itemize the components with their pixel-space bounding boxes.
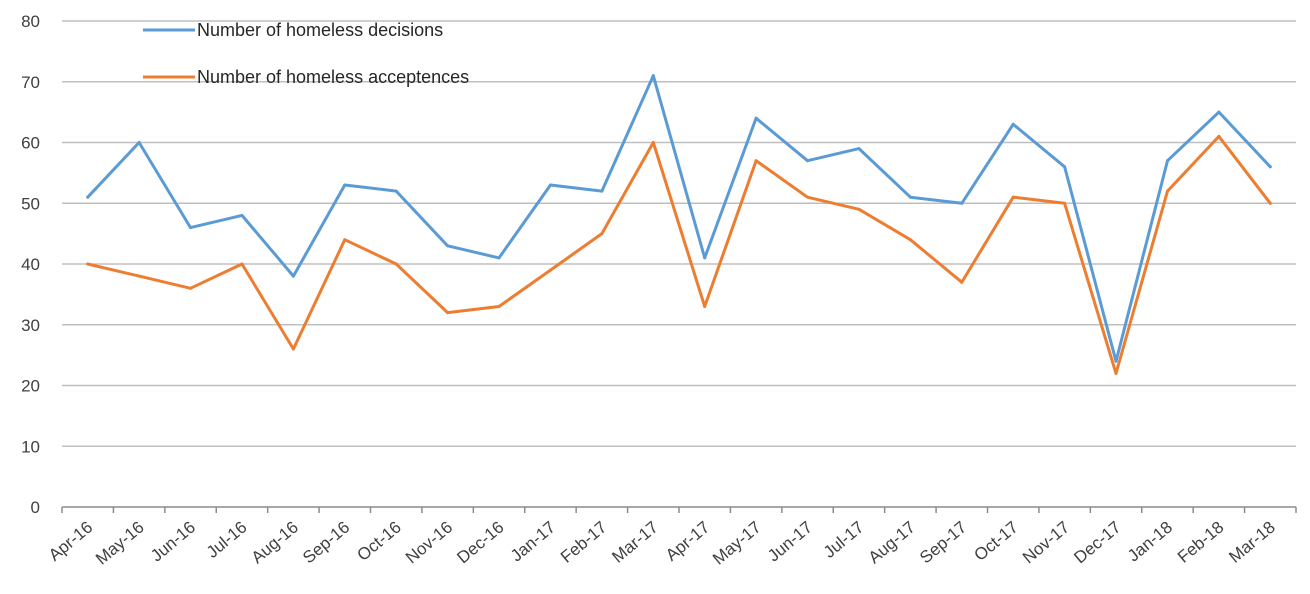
data-point — [960, 201, 964, 205]
x-tick-label: Dec-17 — [1070, 518, 1124, 568]
data-point — [1165, 159, 1169, 163]
data-point — [600, 232, 604, 236]
x-axis — [61, 506, 1297, 513]
data-point — [86, 262, 90, 266]
data-point — [291, 347, 295, 351]
data-point — [189, 286, 193, 290]
data-point — [394, 262, 398, 266]
x-tick-label: Oct-16 — [353, 518, 404, 565]
x-tick-label: Jun-17 — [764, 518, 816, 566]
x-tick-label: Sep-17 — [916, 518, 970, 568]
x-tick-label: Apr-17 — [662, 518, 713, 565]
data-point — [240, 262, 244, 266]
x-tick-label: Aug-16 — [248, 518, 302, 568]
series-lines — [86, 74, 1272, 375]
x-tick-label: Dec-16 — [453, 518, 507, 568]
x-tick-label: Aug-17 — [865, 518, 919, 568]
data-point — [1114, 371, 1118, 375]
data-point — [703, 256, 707, 260]
x-tick-label: Jan-18 — [1124, 518, 1176, 566]
data-point — [908, 238, 912, 242]
data-point — [806, 159, 810, 163]
data-point — [1268, 201, 1272, 205]
data-point — [1114, 359, 1118, 363]
x-tick-label: Feb-18 — [1174, 518, 1227, 567]
data-point — [754, 159, 758, 163]
data-point — [189, 226, 193, 230]
series-line-0 — [86, 74, 1272, 363]
x-tick-label: Apr-16 — [45, 518, 96, 565]
data-point — [548, 268, 552, 272]
x-tick-label: Mar-18 — [1225, 518, 1278, 567]
data-point — [651, 74, 655, 78]
x-tick-label: Jan-17 — [507, 518, 559, 566]
data-point — [1011, 122, 1015, 126]
data-point — [497, 305, 501, 309]
data-point — [600, 189, 604, 193]
data-point — [497, 256, 501, 260]
x-tick-label: Oct-17 — [970, 518, 1021, 565]
x-tick-label: Feb-17 — [557, 518, 610, 567]
y-tick-label: 10 — [21, 437, 40, 456]
data-point — [446, 244, 450, 248]
data-point — [291, 274, 295, 278]
data-point — [137, 141, 141, 144]
data-point — [394, 189, 398, 193]
data-point — [806, 195, 810, 199]
data-point — [703, 305, 707, 309]
x-tick-label: Jul-16 — [203, 518, 251, 562]
y-tick-label: 40 — [21, 255, 40, 274]
x-tick-label: Sep-16 — [299, 518, 353, 568]
y-tick-label: 30 — [21, 316, 40, 335]
legend: Number of homeless decisions Number of ho… — [143, 20, 469, 87]
data-point — [1063, 165, 1067, 169]
x-tick-label: May-17 — [709, 518, 765, 569]
y-tick-label: 80 — [21, 12, 40, 31]
data-point — [343, 238, 347, 242]
y-axis-ticks: 0 10 20 30 40 50 60 70 80 — [21, 12, 40, 517]
x-tick-label: Jul-17 — [820, 518, 868, 562]
gridlines — [62, 20, 1296, 447]
x-tick-label: Nov-16 — [402, 518, 456, 568]
data-point — [1165, 189, 1169, 193]
legend-label: Number of homeless decisions — [197, 20, 443, 40]
data-point — [960, 280, 964, 284]
x-tick-label: May-16 — [92, 518, 148, 569]
data-point — [857, 207, 861, 211]
x-tick-label: Jun-16 — [147, 518, 199, 566]
data-point — [137, 274, 141, 278]
x-tick-label: Nov-17 — [1019, 518, 1073, 568]
data-point — [651, 141, 655, 144]
data-point — [1011, 195, 1015, 199]
y-tick-label: 70 — [21, 73, 40, 92]
data-point — [857, 147, 861, 151]
data-point — [86, 195, 90, 199]
data-point — [1063, 201, 1067, 205]
data-point — [446, 311, 450, 315]
data-point — [343, 183, 347, 187]
y-tick-label: 0 — [31, 498, 40, 517]
data-point — [1217, 134, 1221, 138]
y-tick-label: 20 — [21, 377, 40, 396]
data-point — [1268, 165, 1272, 169]
y-tick-label: 60 — [21, 134, 40, 153]
legend-label: Number of homeless acceptences — [197, 67, 469, 87]
data-point — [754, 116, 758, 120]
series-line-1 — [86, 134, 1272, 375]
data-point — [240, 213, 244, 217]
data-point — [548, 183, 552, 187]
data-point — [908, 195, 912, 199]
y-tick-label: 50 — [21, 194, 40, 213]
x-tick-label: Mar-17 — [608, 518, 661, 567]
data-point — [1217, 110, 1221, 114]
